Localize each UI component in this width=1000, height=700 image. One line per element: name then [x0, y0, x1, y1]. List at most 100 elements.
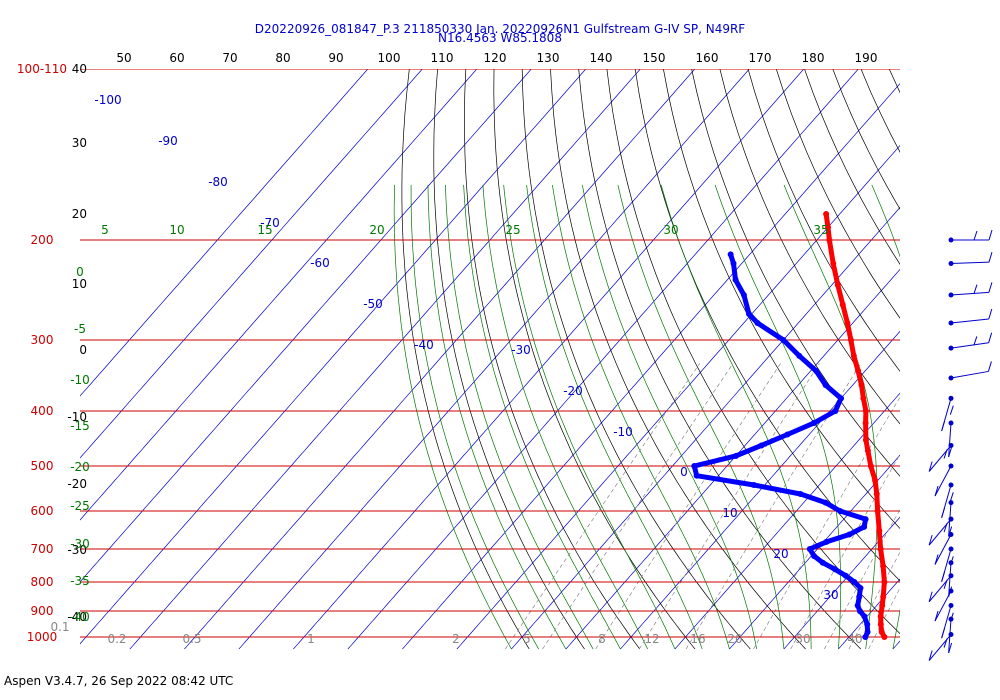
isotherm-line — [565, 268, 900, 650]
isotherm-line — [402, 83, 900, 650]
dewpoint-point — [819, 559, 826, 566]
dewpoint-point — [861, 523, 868, 530]
dewpoint-trace — [691, 253, 871, 639]
top-axis-label: 50 — [116, 51, 131, 65]
wind-barb — [934, 463, 954, 497]
dewpoint-point — [780, 337, 787, 344]
pressure-label: 900 — [31, 604, 54, 618]
isotherm-line — [456, 144, 900, 650]
dewpoint-point — [754, 319, 761, 326]
moist-adiabat-label: 35 — [813, 223, 828, 237]
moist-adiabat-label: 10 — [169, 223, 184, 237]
isotherm-line — [511, 206, 900, 650]
moist-adiabat-left-label: -35 — [70, 574, 90, 588]
moist-adiabat-left-label: -30 — [70, 537, 90, 551]
isotherm-label: -90 — [158, 134, 178, 148]
mixing-ratio-label: 1 — [307, 632, 315, 646]
top-axis-label: 100 — [378, 51, 401, 65]
temperature-point — [877, 546, 884, 553]
pressure-label: 200 — [31, 233, 54, 247]
dewpoint-point — [810, 420, 817, 427]
temperature-trace — [823, 213, 887, 639]
pressure-label: 300 — [31, 333, 54, 347]
moist-adiabat-line — [427, 184, 567, 650]
isotherm-label: 20 — [773, 547, 788, 561]
mixing-ratio-line — [823, 508, 900, 650]
wind-barb — [941, 395, 954, 432]
pressure-label: 1000 — [27, 630, 58, 644]
isotherm-label: 10 — [722, 506, 737, 520]
isotherm-line — [184, 69, 696, 650]
dry-adiabat-label: -40 — [67, 610, 87, 624]
top-axis-label: 80 — [275, 51, 290, 65]
pressure-label: 100-110 — [17, 62, 67, 76]
top-axis-label: 170 — [749, 51, 772, 65]
mixing-ratio-line — [595, 363, 781, 650]
isotherm-label: -60 — [310, 256, 330, 270]
isotherm-line — [947, 69, 1000, 649]
isotherm-label: -20 — [563, 384, 583, 398]
dewpoint-point — [838, 395, 845, 402]
temperature-point — [834, 281, 841, 288]
mixing-ratio-label: 40 — [847, 632, 862, 646]
moist-adiabat-left-label: -40 — [70, 610, 90, 624]
dry-adiabat-line — [606, 69, 900, 635]
temperature-point — [858, 381, 865, 388]
dry-adiabat-line — [918, 69, 1000, 649]
dry-adiabat-line — [464, 69, 641, 650]
dewpoint-point — [862, 634, 869, 640]
temperature-point — [876, 527, 883, 534]
dewpoint-point — [811, 552, 818, 559]
wind-barb — [948, 229, 993, 243]
dry-adiabat-line — [578, 69, 862, 650]
temperature-point — [862, 420, 869, 427]
isotherm-line — [129, 69, 641, 650]
dry-adiabat-line — [946, 69, 1000, 649]
dewpoint-point — [822, 381, 829, 388]
chart-title: D20220926_081847_P.3 211850330 Jan. 2022… — [255, 22, 746, 36]
dewpoint-point — [797, 490, 804, 497]
dewpoint-point — [842, 572, 849, 579]
dry-adiabat-line — [521, 69, 751, 650]
temperature-point — [881, 634, 888, 640]
dry-adiabat-line — [775, 69, 900, 319]
temperature-point — [880, 563, 887, 570]
dry-adiabat-label: 0 — [79, 343, 87, 357]
isotherm-line — [293, 69, 805, 650]
dewpoint-point — [806, 546, 813, 553]
isotherm-line — [783, 516, 900, 650]
dry-adiabat-line — [550, 69, 806, 650]
dry-adiabat-label: 30 — [72, 136, 87, 150]
isotherm-label: -50 — [363, 297, 383, 311]
dewpoint-point — [831, 566, 838, 573]
mixing-ratio-label: 0.2 — [107, 632, 126, 646]
isotherm-line — [80, 69, 423, 459]
isotherm-line — [674, 392, 900, 650]
moist-adiabat-line — [617, 184, 785, 650]
moist-adiabat-left-label: -25 — [70, 499, 90, 513]
top-axis-label: 140 — [590, 51, 613, 65]
dewpoint-point — [691, 463, 698, 470]
isotherm-label: -40 — [414, 338, 434, 352]
isotherm-line — [80, 69, 369, 397]
isotherm-line — [238, 69, 750, 650]
wind-barb — [928, 516, 954, 546]
dry-adiabat-label: 40 — [72, 62, 87, 76]
temperature-point — [867, 463, 874, 470]
dewpoint-point — [727, 251, 734, 258]
pressure-label: 500 — [31, 459, 54, 473]
temperature-point — [823, 210, 830, 217]
isotherm-line — [80, 69, 587, 645]
mixing-ratio-label: 16 — [690, 632, 705, 646]
moist-adiabat-label: 30 — [663, 223, 678, 237]
wind-barb — [948, 361, 992, 381]
temperature-point — [862, 437, 869, 444]
mixing-ratio-label: 12 — [644, 632, 659, 646]
dewpoint-point — [740, 292, 747, 299]
top-axis-label: 110 — [431, 51, 454, 65]
temperature-point — [874, 507, 881, 514]
moist-adiabat-line — [482, 184, 649, 650]
dewpoint-point — [758, 442, 765, 449]
